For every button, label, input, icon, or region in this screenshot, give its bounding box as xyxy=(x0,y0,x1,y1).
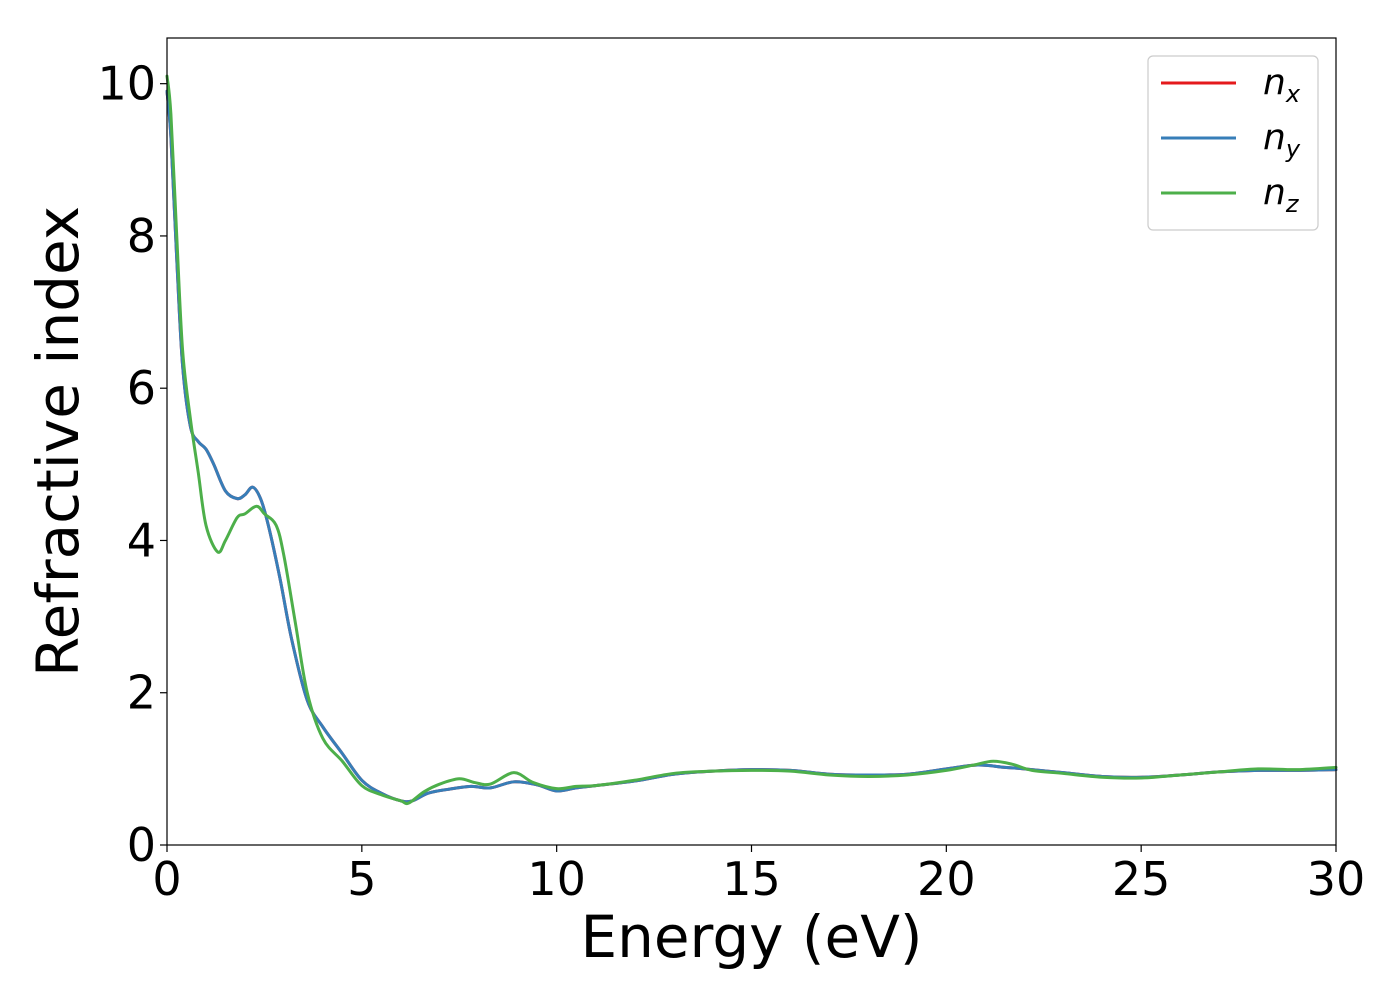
y-tick-label: 4 xyxy=(127,513,156,567)
series-line-n-z xyxy=(165,74,1338,806)
y-axis-ticks: 0 2 4 6 8 10 xyxy=(97,57,167,872)
x-tick-label: 10 xyxy=(527,852,586,906)
y-axis-label: Refractive index xyxy=(24,206,92,677)
y-tick-label: 10 xyxy=(97,57,156,111)
legend-label-sub: y xyxy=(1285,135,1301,163)
x-tick-label: 0 xyxy=(152,852,181,906)
y-tick-label: 0 xyxy=(127,818,156,872)
x-tick-label: 20 xyxy=(917,852,976,906)
series-line-n-y xyxy=(165,89,1338,804)
legend-label-sub: x xyxy=(1285,80,1301,108)
legend-label-main: n xyxy=(1263,62,1286,103)
x-tick-label: 5 xyxy=(347,852,376,906)
y-tick-label: 6 xyxy=(127,361,156,415)
legend-label-n-x: nx xyxy=(1263,62,1301,108)
legend-box xyxy=(1147,55,1319,231)
x-axis-ticks: 0 5 10 15 20 25 30 xyxy=(152,845,1365,906)
legend-label-main: n xyxy=(1263,172,1286,213)
legend-label-n-z: nz xyxy=(1263,172,1300,218)
y-tick-label: 2 xyxy=(127,666,156,720)
legend-label-main: n xyxy=(1263,117,1286,158)
plot-lines xyxy=(165,74,1338,806)
x-axis-label: Energy (eV) xyxy=(580,903,922,971)
legend-label-sub: z xyxy=(1285,190,1300,218)
legend-label-n-y: ny xyxy=(1263,117,1301,163)
y-tick-label: 8 xyxy=(127,209,156,263)
x-tick-label: 25 xyxy=(1112,852,1171,906)
x-tick-label: 15 xyxy=(722,852,781,906)
x-tick-label: 30 xyxy=(1307,852,1366,906)
